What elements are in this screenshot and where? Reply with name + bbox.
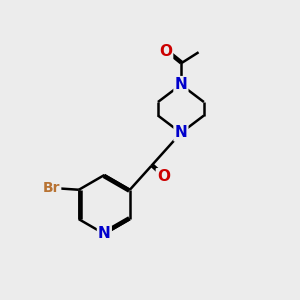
Text: N: N (175, 77, 187, 92)
Text: N: N (175, 125, 187, 140)
Text: N: N (98, 226, 111, 242)
Text: Br: Br (43, 181, 60, 195)
Text: O: O (157, 169, 170, 184)
Text: O: O (159, 44, 172, 59)
